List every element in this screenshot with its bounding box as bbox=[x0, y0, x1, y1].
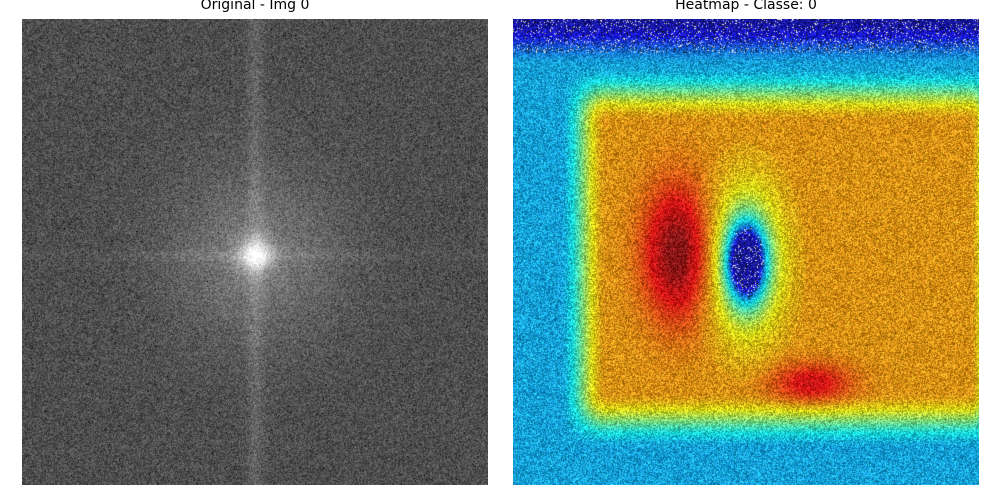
heatmap-panel: Heatmap - Classe: 0 bbox=[513, 0, 979, 485]
heatmap-title: Heatmap - Classe: 0 bbox=[675, 0, 817, 13]
original-panel: Original - Img 0 bbox=[22, 0, 488, 485]
original-title: Original - Img 0 bbox=[200, 0, 310, 13]
original-image bbox=[22, 19, 488, 485]
heatmap-image bbox=[513, 19, 979, 485]
